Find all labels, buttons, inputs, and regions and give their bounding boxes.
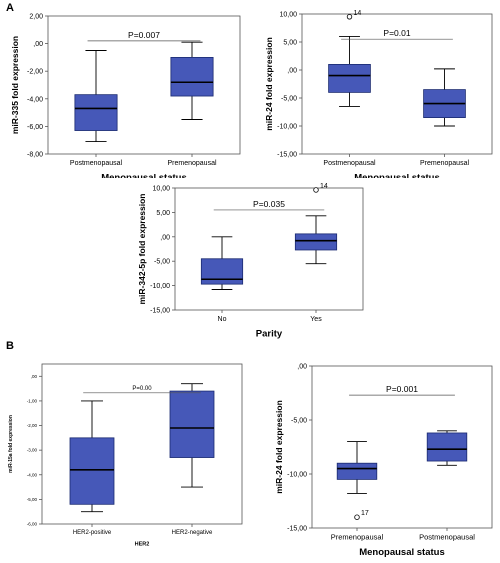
- boxplot-mir24-menopausal-b: -15,00 -10,00 -5,00 ,00 Premenopausal Postmen…: [252, 352, 500, 558]
- y-tick-label: -10,00: [277, 123, 297, 130]
- outlier-label: 14: [354, 10, 362, 17]
- y-axis-title: miR-335 fold expression: [10, 36, 20, 134]
- box-premenopausal: [336, 441, 378, 494]
- y-tick-label: -4,00: [27, 472, 38, 477]
- y-tick-label: -4,00: [27, 96, 43, 103]
- y-tick-label: -15,00: [287, 525, 307, 532]
- y-tick-label: -5,00: [281, 95, 297, 102]
- y-tick-label: -3,00: [27, 448, 38, 453]
- y-tick-label: 5,00: [283, 39, 297, 46]
- y-tick-label: -2,00: [27, 423, 38, 428]
- plot-frame: [301, 13, 493, 155]
- p-value-label: P=0.00: [132, 386, 152, 392]
- x-axis-title: Parity: [256, 329, 283, 340]
- outlier-point: [354, 514, 360, 520]
- outlier-point: [346, 14, 353, 20]
- box-her2-positive: [69, 400, 115, 513]
- outlier-label: 14: [320, 183, 328, 190]
- p-value-label: P=0.035: [253, 199, 285, 209]
- boxplot-mir335-menopausal: -8,00 -6,00 -4,00 -2,00 ,00 2,00 Postmenopausa…: [0, 8, 248, 184]
- y-tick-label: -5,00: [291, 417, 307, 424]
- category-label-premenopausal: Premenopausal: [331, 533, 384, 542]
- y-tick-label: -1,00: [27, 398, 38, 403]
- y-tick-label: -2,00: [27, 69, 43, 76]
- p-value-label: P=0.01: [383, 28, 410, 38]
- plot-frame: [41, 363, 243, 525]
- y-tick-label: -6,00: [27, 124, 43, 131]
- box-iqr: [328, 64, 371, 93]
- outlier-point: [313, 187, 319, 193]
- y-tick-label: 5,00: [156, 210, 170, 217]
- box-iqr: [426, 432, 468, 462]
- x-axis-title: Menopausal status: [101, 173, 187, 179]
- box-yes: [294, 215, 338, 265]
- y-tick-label: ,00: [31, 374, 38, 379]
- plot-frame: [311, 365, 493, 529]
- category-label-premenopausal: Premenopausal: [420, 160, 469, 167]
- y-tick-label: 10,00: [279, 11, 297, 18]
- y-axis-title: miR-24 fold expression: [274, 400, 284, 494]
- box-iqr: [169, 390, 215, 458]
- chart-svg: -6,00 -5,00 -4,00 -3,00 -2,00 -1,00 ,00 HER2-po…: [8, 363, 243, 548]
- category-label-postmenopausal: Postmenopausal: [70, 160, 123, 167]
- y-tick-label: -5,00: [27, 497, 38, 502]
- p-value-label: P=0.001: [386, 384, 418, 394]
- boxplot-mir342-parity: -15,00 -10,00 -5,00 ,00 5,00 10,00 No Yes 14 P=0.…: [120, 180, 370, 340]
- x-axis-title: Menopausal status: [354, 173, 440, 179]
- outlier-label: 17: [361, 510, 369, 517]
- box-iqr: [294, 233, 338, 251]
- y-axis-title: miR-15a fold expression: [8, 415, 14, 473]
- category-label-postmenopausal: Postmenopausal: [323, 160, 376, 167]
- box-postmenopausal: [74, 50, 118, 143]
- category-label-no: No: [218, 316, 227, 323]
- chart-svg: -8,00 -6,00 -4,00 -2,00 ,00 2,00 Postmenopausa…: [10, 13, 241, 184]
- y-tick-label: -8,00: [27, 151, 43, 158]
- chart-svg: -15,00 -10,00 -5,00 ,00 5,00 10,00 Postmenopau…: [264, 10, 493, 184]
- box-her2-negative: [169, 383, 215, 488]
- box-premenopausal: [170, 41, 214, 120]
- y-tick-label: 2,00: [29, 13, 43, 20]
- category-label-premenopausal: Premenopausal: [167, 160, 216, 167]
- category-label-her2-positive: HER2-positive: [73, 530, 112, 536]
- chart-svg: -15,00 -10,00 -5,00 ,00 Premenopausal Postmen…: [274, 363, 493, 558]
- y-axis-title: miR-342-5p fold expression: [137, 193, 147, 304]
- y-tick-label: -15,00: [150, 307, 170, 314]
- box-premenopausal: [423, 68, 466, 127]
- y-tick-label: -6,00: [27, 522, 38, 527]
- panel-label-b: B: [6, 340, 14, 352]
- category-label-her2-negative: HER2-negative: [172, 530, 213, 536]
- boxplot-mir24-menopausal: -15,00 -10,00 -5,00 ,00 5,00 10,00 Postmenopau…: [250, 8, 500, 184]
- y-tick-label: -15,00: [277, 151, 297, 158]
- y-tick-label: ,00: [297, 363, 307, 370]
- y-axis-title: miR-24 fold expression: [264, 37, 274, 131]
- box-postmenopausal: [426, 430, 468, 466]
- category-label-yes: Yes: [310, 316, 322, 323]
- y-tick-label: ,00: [287, 67, 297, 74]
- plot-frame: [174, 187, 364, 311]
- chart-svg: -15,00 -10,00 -5,00 ,00 5,00 10,00 No Yes 14 P=0.…: [137, 183, 364, 340]
- box-iqr: [170, 57, 214, 97]
- box-iqr: [200, 258, 244, 285]
- box-iqr: [336, 462, 378, 480]
- box-iqr: [69, 437, 115, 505]
- y-tick-label: -10,00: [287, 471, 307, 478]
- box-iqr: [74, 94, 118, 131]
- y-tick-label: ,00: [33, 41, 43, 48]
- box-no: [200, 236, 244, 290]
- plot-frame: [47, 15, 241, 155]
- boxplot-mir15a-her2: -6,00 -5,00 -4,00 -3,00 -2,00 -1,00 ,00 HER2-po…: [0, 352, 250, 552]
- y-tick-label: ,00: [160, 234, 170, 241]
- category-label-postmenopausal: Postmenopausal: [419, 533, 475, 542]
- y-tick-label: 10,00: [152, 185, 170, 192]
- x-axis-title: Menopausal status: [359, 547, 445, 558]
- x-axis-title: HER2: [135, 542, 150, 548]
- box-postmenopausal: [328, 35, 371, 107]
- y-tick-label: -10,00: [150, 283, 170, 290]
- panel-label-a: A: [6, 2, 14, 14]
- p-value-label: P=0.007: [128, 30, 160, 40]
- y-tick-label: -5,00: [154, 259, 170, 266]
